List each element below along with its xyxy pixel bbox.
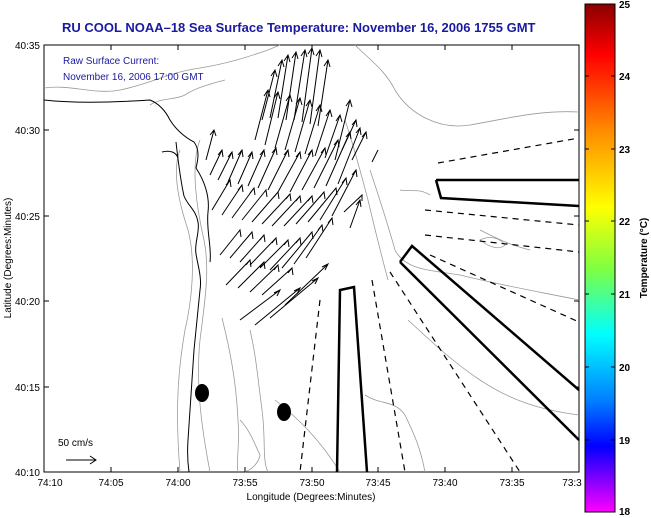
y-tick-label: 40:35 (15, 41, 40, 52)
x-tick-label: 73:50 (299, 478, 324, 489)
colorbar-tick-label: 24 (619, 72, 631, 83)
y-axis-labels: 40:35 40:30 40:25 40:20 40:15 40:10 (15, 41, 40, 479)
surface-current-vectors (205, 46, 379, 326)
y-tick-label: 40:20 (15, 297, 40, 308)
coastline (43, 99, 211, 473)
x-axis-ticks (110, 45, 513, 472)
x-axis-labels: 74:10 74:05 74:00 73:55 73:50 73:45 73:4… (37, 478, 582, 489)
y-tick-label: 40:30 (15, 126, 40, 137)
x-tick-label: 73:3 (562, 478, 582, 489)
y-tick-label: 40:15 (15, 383, 40, 394)
x-tick-label: 73:35 (499, 478, 524, 489)
colorbar-tick-label: 22 (619, 217, 631, 228)
station-marker (195, 384, 209, 402)
colorbar-tick-label: 25 (619, 0, 631, 11)
sampling-areas (335, 178, 580, 473)
x-axis-title: Longitude (Degrees:Minutes) (247, 492, 376, 503)
colorbar-title: Temperature (°C) (639, 218, 650, 299)
x-tick-label: 74:00 (165, 478, 190, 489)
boundary-lines (299, 137, 580, 473)
y-tick-label: 40:25 (15, 212, 40, 223)
scale-arrow (66, 455, 97, 465)
colorbar-tick-label: 19 (619, 436, 631, 447)
x-tick-label: 74:10 (37, 478, 62, 489)
plot-frame (43, 44, 580, 473)
colorbar-tick-label: 20 (619, 363, 631, 374)
map-title: RU COOL NOAA–18 Sea Surface Temperature:… (62, 20, 536, 35)
station-marker (277, 403, 291, 421)
colorbar-labels: 25 24 23 22 21 20 19 18 (619, 0, 631, 518)
x-tick-label: 74:05 (98, 478, 123, 489)
temperature-colorbar (584, 3, 616, 513)
scale-label: 50 cm/s (58, 438, 93, 449)
colorbar-tick-label: 18 (619, 507, 631, 518)
colorbar-tick-label: 23 (619, 145, 631, 156)
x-tick-label: 73:55 (232, 478, 257, 489)
y-axis-title: Latitude (Degrees:Minutes) (3, 198, 14, 319)
overlay-line-2: November 16, 2006 17:00 GMT (63, 72, 204, 83)
y-axis-ticks (44, 44, 579, 473)
x-tick-label: 73:45 (365, 478, 390, 489)
x-tick-label: 73:40 (432, 478, 457, 489)
colorbar-tick-label: 21 (619, 290, 631, 301)
overlay-line-1: Raw Surface Current: (63, 56, 159, 67)
colorbar-ticks (585, 75, 615, 441)
y-tick-label: 40:10 (15, 468, 40, 479)
